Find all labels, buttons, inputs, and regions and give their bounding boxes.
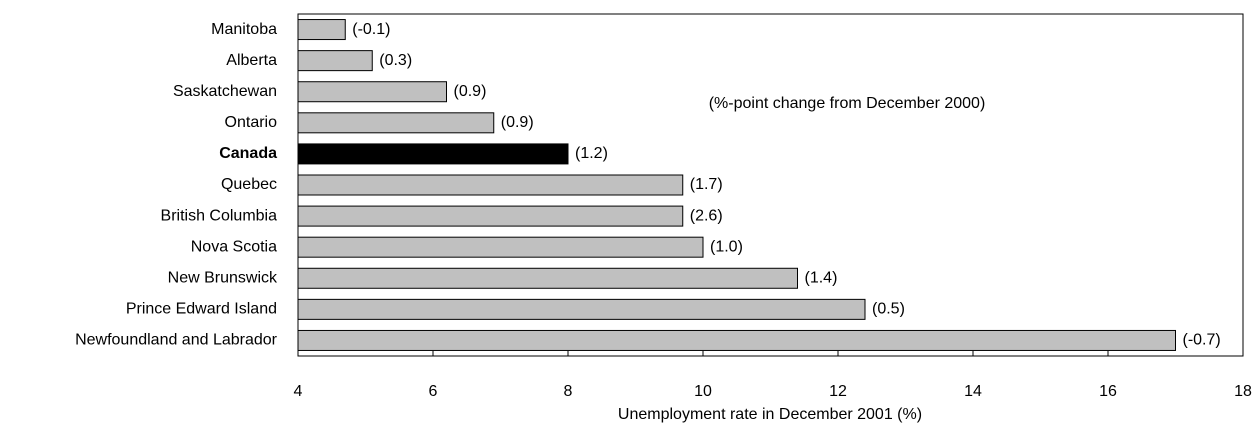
change-label: (1.0) <box>710 238 743 255</box>
x-tick-label: 10 <box>694 383 712 400</box>
annotation: (%-point change from December 2000) <box>709 95 986 112</box>
y-tick-label: Quebec <box>221 176 277 193</box>
y-tick-label: Alberta <box>226 52 277 69</box>
x-tick-label: 16 <box>1099 383 1117 400</box>
x-tick-label: 12 <box>829 383 847 400</box>
y-tick-label: Nova Scotia <box>191 238 277 255</box>
bar <box>297 81 447 103</box>
x-tick-label: 14 <box>964 383 982 400</box>
bar <box>297 174 684 196</box>
bar <box>297 205 684 227</box>
y-tick-label: Manitoba <box>211 21 277 38</box>
change-label: (0.9) <box>454 83 487 100</box>
bar <box>297 112 495 134</box>
bar <box>297 19 346 41</box>
change-label: (0.5) <box>872 301 905 318</box>
x-tick-label: 18 <box>1234 383 1252 400</box>
x-tick-label: 4 <box>294 383 303 400</box>
y-tick-label: Newfoundland and Labrador <box>75 332 278 349</box>
change-label: (0.9) <box>501 114 534 131</box>
change-label: (-0.1) <box>352 21 390 38</box>
bar <box>297 329 1176 351</box>
y-tick-label: British Columbia <box>161 207 278 224</box>
bar <box>297 298 866 320</box>
y-tick-label: Canada <box>219 145 277 162</box>
change-label: (-0.7) <box>1183 332 1221 349</box>
change-label: (0.3) <box>379 52 412 69</box>
y-tick-label: Prince Edward Island <box>126 301 277 318</box>
change-label: (1.7) <box>690 176 723 193</box>
change-label: (2.6) <box>690 207 723 224</box>
change-label: (1.4) <box>805 269 838 286</box>
bar <box>297 236 704 258</box>
bar <box>297 50 373 72</box>
y-tick-label: Saskatchewan <box>173 83 277 100</box>
x-tick-label: 8 <box>564 383 573 400</box>
y-tick-label: New Brunswick <box>168 269 278 286</box>
x-tick-label: 6 <box>429 383 438 400</box>
y-tick-label: Ontario <box>225 114 278 131</box>
change-label: (1.2) <box>575 145 608 162</box>
bar <box>297 267 798 289</box>
x-axis-label: Unemployment rate in December 2001 (%) <box>618 406 922 423</box>
bar <box>297 143 569 165</box>
